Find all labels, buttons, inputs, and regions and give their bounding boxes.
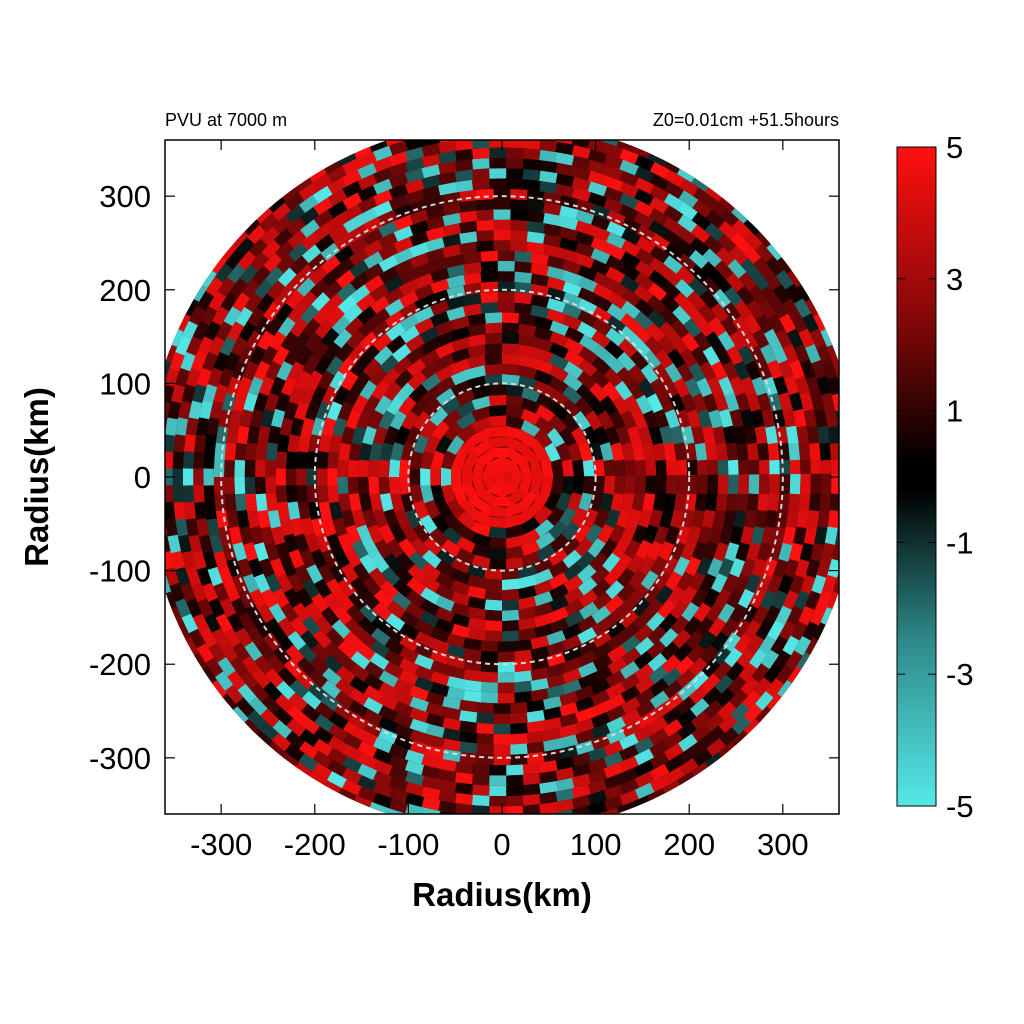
colorbar-tick-label: -5 [946, 789, 974, 824]
x-axis-title: Radius(km) [412, 876, 592, 913]
x-tick-label: -100 [377, 827, 439, 862]
x-axis-ticks: -300 -200 -100 0 100 200 300 [190, 140, 809, 862]
x-tick-label: -200 [284, 827, 346, 862]
x-tick-label: 0 [493, 827, 510, 862]
x-tick-label: 100 [570, 827, 622, 862]
y-tick-label: -300 [89, 741, 151, 776]
colorbar [896, 146, 937, 807]
y-tick-label: 0 [134, 460, 151, 495]
colorbar-tick-label: -3 [946, 657, 974, 692]
x-tick-label: 300 [757, 827, 809, 862]
plot-area [165, 140, 839, 814]
chart-title-right: Z0=0.01cm +51.5hours [653, 110, 839, 130]
y-tick-label: 300 [99, 179, 151, 214]
chart-title-left: PVU at 7000 m [165, 110, 287, 130]
range-rings [220, 195, 784, 759]
range-ring-200 [313, 288, 691, 666]
colorbar-ticks: 5 3 1 -1 -3 -5 [897, 130, 974, 824]
pvu-field [165, 140, 839, 814]
colorbar-tick-label: 1 [946, 394, 963, 429]
y-tick-label: 200 [99, 273, 151, 308]
y-tick-label: -100 [89, 554, 151, 589]
colorbar-tick-label: 5 [946, 130, 963, 165]
x-tick-label: -300 [190, 827, 252, 862]
y-tick-label: 100 [99, 366, 151, 401]
range-ring-300 [220, 195, 784, 759]
range-ring-100 [407, 382, 597, 572]
colorbar-tick-label: -1 [946, 525, 974, 560]
x-tick-label: 200 [663, 827, 715, 862]
y-axis-title: Radius(km) [18, 387, 55, 567]
colorbar-tick-label: 3 [946, 262, 963, 297]
y-tick-label: -200 [89, 647, 151, 682]
y-axis-ticks: 300 200 100 0 -100 -200 -300 [89, 179, 839, 776]
